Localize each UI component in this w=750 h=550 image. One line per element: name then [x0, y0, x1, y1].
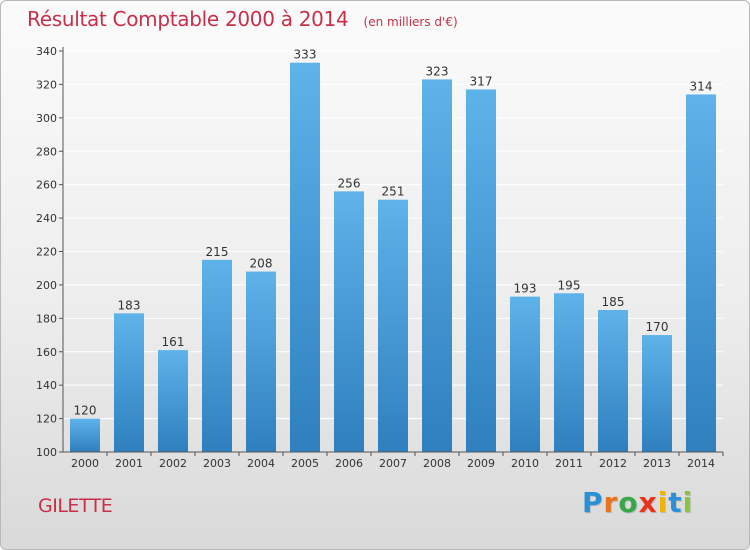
- bar: [246, 271, 276, 452]
- logo-letter: o: [618, 486, 639, 519]
- bar: [554, 293, 584, 452]
- bar: [202, 259, 232, 452]
- chart-title: Résultat Comptable 2000 à 2014: [27, 7, 349, 31]
- y-tick-label: 160: [36, 346, 57, 359]
- x-tick-label: 2012: [599, 457, 627, 470]
- data-label: 256: [338, 176, 361, 190]
- chart-subtitle: (en milliers d'€): [363, 15, 458, 29]
- x-tick-label: 2011: [555, 457, 583, 470]
- bar: [70, 418, 100, 452]
- bar: [642, 335, 672, 452]
- commune-name: GILETTE: [38, 495, 113, 517]
- y-tick-label: 120: [36, 413, 57, 426]
- y-tick-label: 180: [36, 312, 57, 325]
- data-labels: 120 183 161 215 208 333 256 251 323 317 193 195 185 1…: [74, 48, 713, 418]
- bar: [510, 296, 540, 452]
- logo-letter: r: [603, 486, 619, 519]
- x-tick-label: 2014: [687, 457, 715, 470]
- bar: [158, 350, 188, 452]
- x-tick-label: 2001: [115, 457, 143, 470]
- logo-letter: x: [638, 486, 658, 519]
- x-tick-label: 2004: [247, 457, 275, 470]
- x-tick-label: 2000: [71, 457, 99, 470]
- bar: [466, 89, 496, 452]
- data-label: 120: [74, 404, 97, 418]
- chart-title-line: Résultat Comptable 2000 à 2014 (en milli…: [27, 7, 458, 31]
- data-label: 208: [250, 257, 273, 271]
- data-label: 333: [294, 48, 317, 62]
- logo-letter: i: [682, 486, 694, 519]
- bar: [378, 199, 408, 452]
- bar: [114, 313, 144, 452]
- x-tick-label: 2006: [335, 457, 363, 470]
- logo-letter: t: [668, 486, 683, 519]
- bar: [422, 79, 452, 452]
- data-label: 317: [470, 74, 493, 88]
- x-tick-label: 2010: [511, 457, 539, 470]
- data-label: 170: [646, 320, 669, 334]
- data-label: 183: [118, 298, 141, 312]
- bar: [598, 309, 628, 452]
- y-tick-label: 100: [36, 446, 57, 459]
- data-label: 215: [206, 245, 229, 259]
- x-tick-label: 2008: [423, 457, 451, 470]
- data-label: 195: [558, 278, 581, 292]
- y-tick-label: 280: [36, 145, 57, 158]
- y-tick-label: 320: [36, 78, 57, 91]
- y-tick-label: 260: [36, 179, 57, 192]
- logo-letter: i: [657, 486, 669, 519]
- data-label: 314: [690, 79, 713, 93]
- logo-letter: P: [582, 486, 604, 519]
- y-tick-label: 140: [36, 379, 57, 392]
- y-tick-label: 300: [36, 112, 57, 125]
- data-label: 251: [382, 185, 405, 199]
- x-tick-label: 2002: [159, 457, 187, 470]
- bar: [290, 62, 320, 453]
- y-tick-label: 240: [36, 212, 57, 225]
- x-tick-label: 2003: [203, 457, 231, 470]
- axes: 100 120 140 160 180 200 220 240 260 280 300 320 340 2…: [36, 45, 724, 470]
- y-tick-label: 200: [36, 279, 57, 292]
- bar: [686, 94, 716, 453]
- x-tick-label: 2007: [379, 457, 407, 470]
- proxiti-logo: Proxiti: [582, 486, 693, 519]
- bar: [334, 191, 364, 452]
- x-tick-label: 2005: [291, 457, 319, 470]
- data-label: 185: [602, 295, 625, 309]
- data-label: 161: [162, 335, 185, 349]
- y-tick-label: 340: [36, 45, 57, 58]
- data-label: 193: [514, 282, 537, 296]
- data-label: 323: [426, 64, 449, 78]
- x-tick-label: 2009: [467, 457, 495, 470]
- bars: [70, 62, 716, 453]
- x-tick-label: 2013: [643, 457, 671, 470]
- y-tick-label: 220: [36, 246, 57, 259]
